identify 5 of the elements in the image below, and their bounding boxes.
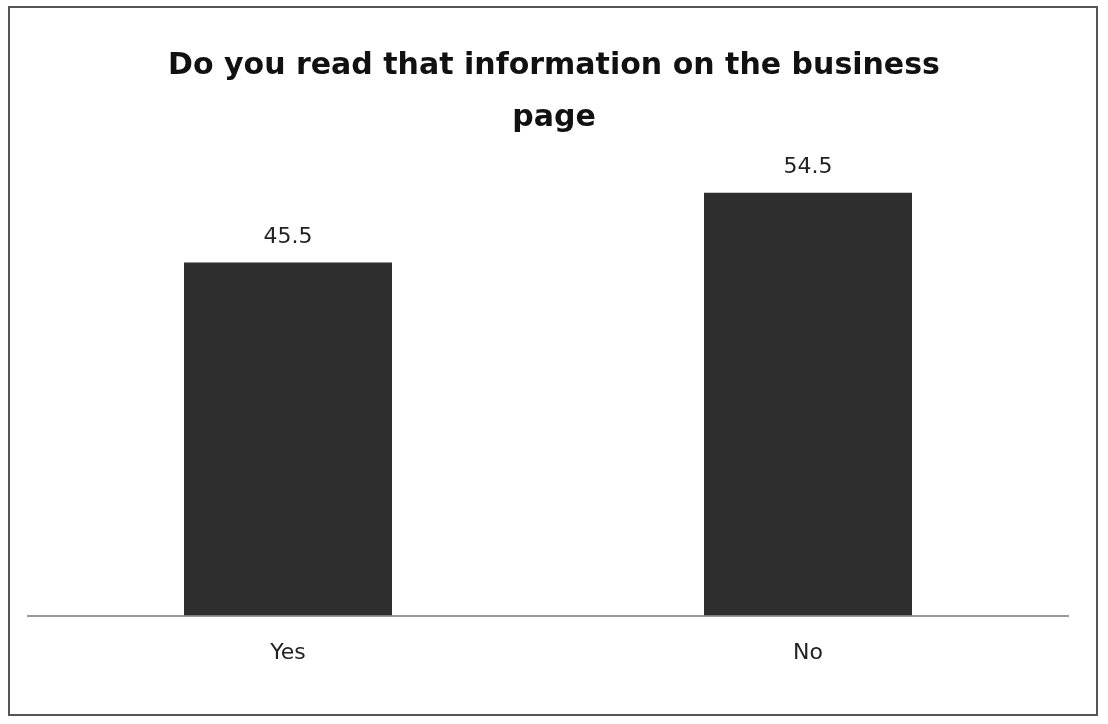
data-label: 54.5 <box>783 153 833 179</box>
data-label: 45.5 <box>263 223 313 249</box>
x-tick-label: No <box>793 638 823 664</box>
x-tick-label: Yes <box>269 638 306 664</box>
chart-title: Do you read that information on the business page <box>167 45 941 135</box>
